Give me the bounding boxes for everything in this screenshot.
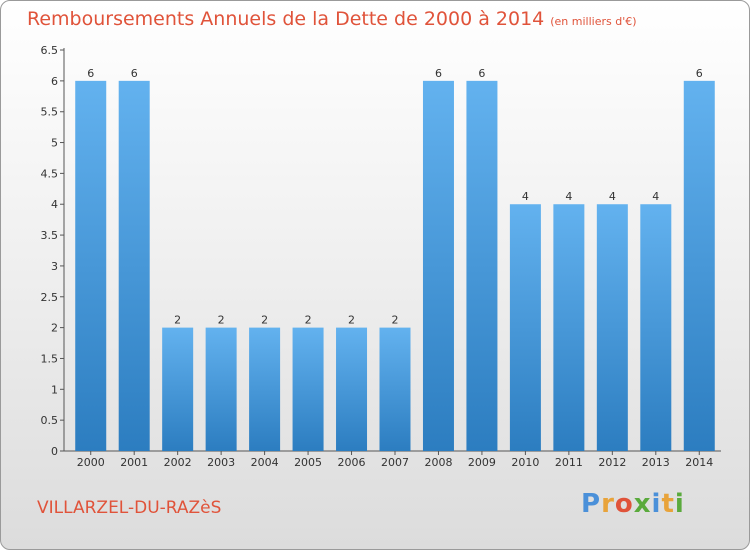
x-tick-label: 2009	[468, 456, 496, 469]
bar-2012	[596, 204, 628, 451]
y-tick-label: 6	[51, 75, 58, 88]
bar-2010	[509, 204, 541, 451]
data-label: 6	[435, 67, 442, 80]
bar-2002	[162, 327, 194, 451]
x-tick-label: 2011	[555, 456, 583, 469]
y-tick-label: 0.5	[41, 414, 59, 427]
commune-name: VILLARZEL-DU-RAZèS	[37, 498, 222, 518]
bar-2006	[336, 327, 368, 451]
logo-letter: i	[674, 489, 685, 519]
x-tick-label: 2010	[511, 456, 539, 469]
data-label: 6	[87, 67, 94, 80]
x-tick-label: 2002	[164, 456, 192, 469]
bar-2007	[379, 327, 411, 451]
y-tick-label: 0	[51, 445, 58, 458]
y-tick-label: 5	[51, 137, 58, 150]
logo-letter: x	[633, 489, 652, 519]
y-tick-label: 4.5	[41, 167, 59, 180]
logo-letter: r	[601, 489, 615, 519]
x-tick-label: 2003	[207, 456, 235, 469]
chart-subtitle: (en milliers d'€)	[550, 15, 637, 28]
data-label: 6	[478, 67, 485, 80]
y-tick-label: 6.5	[41, 44, 59, 57]
data-label: 2	[392, 314, 399, 327]
data-label: 2	[305, 314, 312, 327]
y-tick-label: 3.5	[41, 229, 59, 242]
x-tick-label: 2001	[120, 456, 148, 469]
bar-2000	[75, 80, 107, 451]
bar-2014	[683, 80, 715, 451]
x-tick-label: 2008	[424, 456, 452, 469]
bar-2003	[205, 327, 237, 451]
y-tick-label: 5.5	[41, 106, 59, 119]
logo-letter: P	[581, 489, 602, 519]
x-tick-label: 2005	[294, 456, 322, 469]
bar-2013	[640, 204, 672, 451]
data-label: 4	[565, 190, 572, 203]
bar-2008	[422, 80, 454, 451]
y-tick-label: 1.5	[41, 352, 59, 365]
data-label: 2	[218, 314, 225, 327]
logo-letter: t	[661, 489, 675, 519]
data-label: 4	[609, 190, 616, 203]
x-tick-label: 2014	[685, 456, 713, 469]
data-label: 2	[261, 314, 268, 327]
x-tick-label: 2012	[598, 456, 626, 469]
proxiti-logo: Proxiti	[581, 489, 685, 519]
chart-title-text: Remboursements Annuels de la Dette de 20…	[27, 8, 545, 30]
data-label: 6	[696, 67, 703, 80]
logo-letter: i	[651, 489, 662, 519]
x-tick-label: 2004	[251, 456, 279, 469]
x-tick-label: 2000	[77, 456, 105, 469]
bar-2001	[118, 80, 150, 451]
bar-2009	[466, 80, 498, 451]
x-tick-label: 2013	[642, 456, 670, 469]
bar-2011	[553, 204, 585, 451]
chart-title: Remboursements Annuels de la Dette de 20…	[27, 8, 637, 30]
y-tick-label: 4	[51, 198, 58, 211]
y-tick-label: 3	[51, 260, 58, 273]
data-label: 4	[522, 190, 529, 203]
data-label: 4	[652, 190, 659, 203]
y-tick-label: 2	[51, 322, 58, 335]
x-tick-label: 2006	[338, 456, 366, 469]
logo-letter: o	[614, 489, 634, 519]
data-label: 6	[131, 67, 138, 80]
bar-2004	[249, 327, 281, 451]
y-tick-label: 2.5	[41, 291, 59, 304]
y-tick-label: 1	[51, 383, 58, 396]
x-tick-label: 2007	[381, 456, 409, 469]
data-label: 2	[348, 314, 355, 327]
bar-2005	[292, 327, 324, 451]
data-label: 2	[174, 314, 181, 327]
